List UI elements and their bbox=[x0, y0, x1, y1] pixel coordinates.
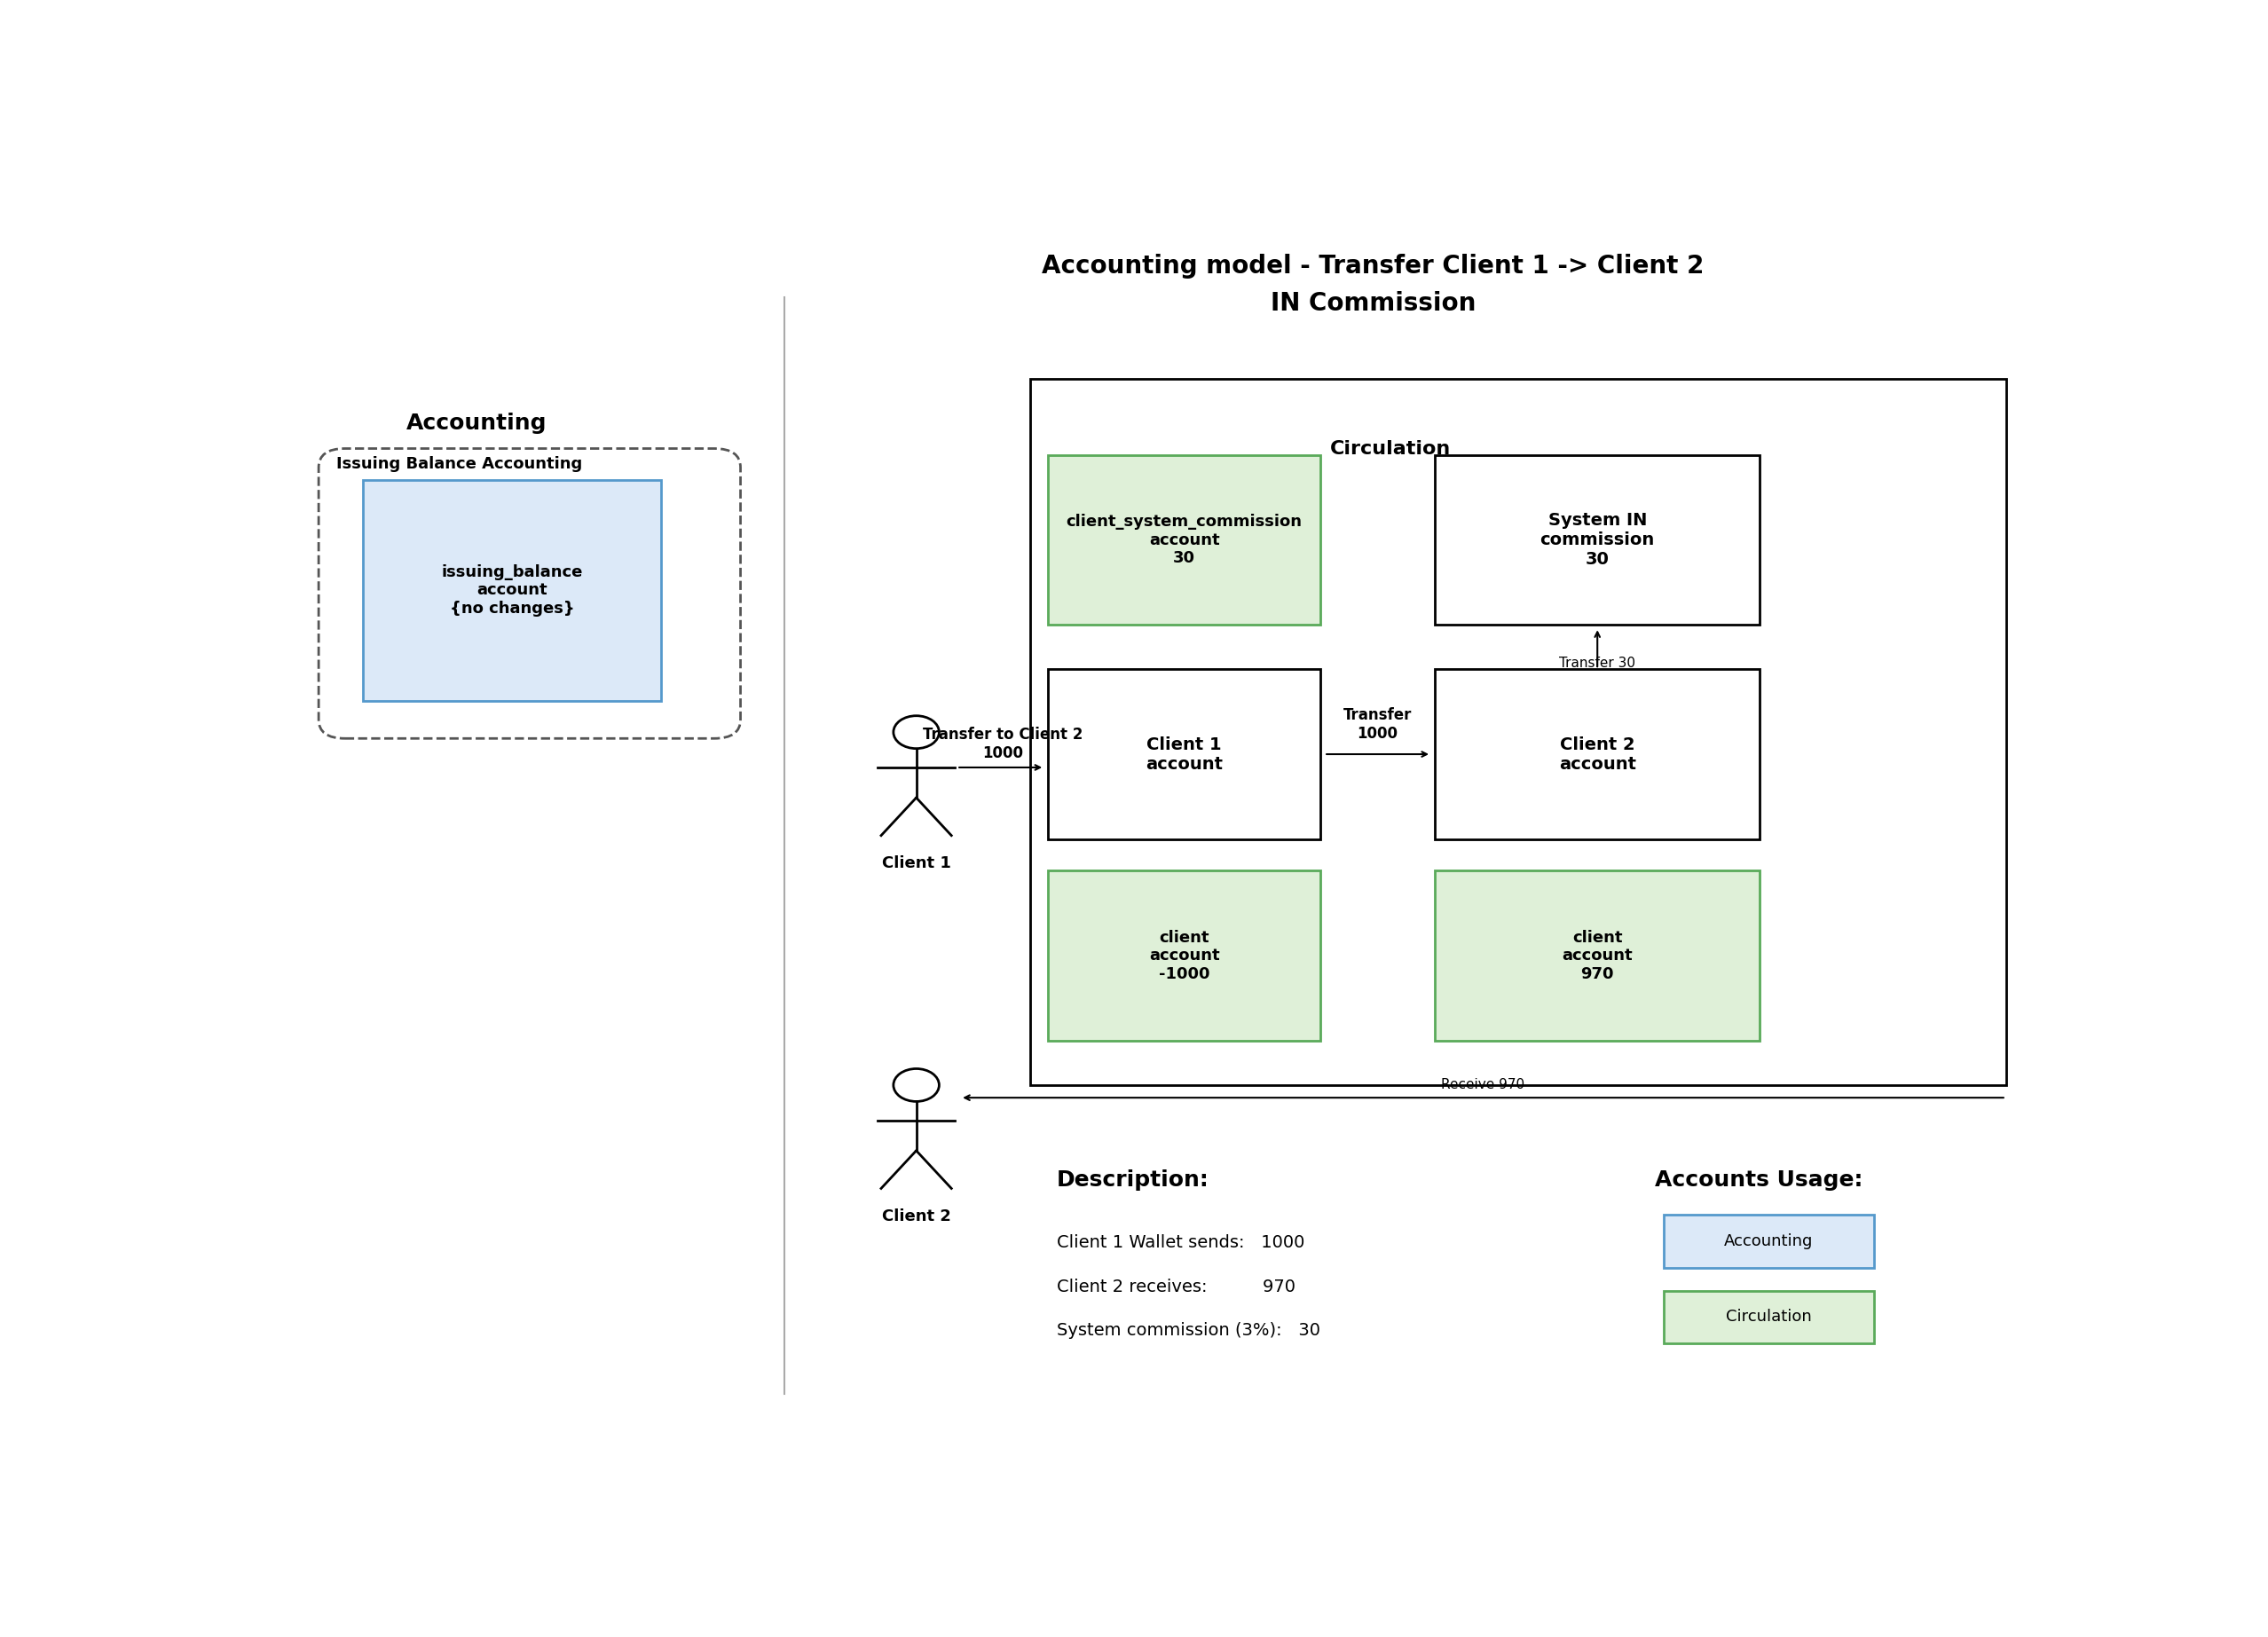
Text: Circulation: Circulation bbox=[1726, 1310, 1812, 1324]
Text: Client 2
account: Client 2 account bbox=[1558, 737, 1635, 773]
Bar bbox=[1048, 670, 1320, 840]
Bar bbox=[1662, 1290, 1873, 1344]
Bar bbox=[1048, 455, 1320, 625]
Text: client_system_commission
account
30: client_system_commission account 30 bbox=[1066, 514, 1302, 566]
Text: client
account
-1000: client account -1000 bbox=[1150, 930, 1220, 982]
Text: issuing_balance
account
{no changes}: issuing_balance account {no changes} bbox=[442, 563, 583, 617]
Bar bbox=[1436, 455, 1760, 625]
Bar bbox=[363, 480, 662, 701]
Text: System IN
commission
30: System IN commission 30 bbox=[1540, 512, 1656, 568]
Text: Accounting model - Transfer Client 1 -> Client 2: Accounting model - Transfer Client 1 -> … bbox=[1041, 254, 1706, 278]
Text: Transfer to Client 2
1000: Transfer to Client 2 1000 bbox=[923, 727, 1082, 761]
Text: Accounting: Accounting bbox=[1724, 1233, 1814, 1249]
Text: IN Commission: IN Commission bbox=[1270, 291, 1476, 316]
Text: System commission (3%):   30: System commission (3%): 30 bbox=[1057, 1323, 1320, 1339]
Bar bbox=[1030, 380, 2007, 1085]
Text: Transfer
1000: Transfer 1000 bbox=[1343, 707, 1413, 742]
Text: Client 1
account: Client 1 account bbox=[1145, 737, 1222, 773]
Text: Client 2: Client 2 bbox=[882, 1208, 950, 1224]
Text: Description:: Description: bbox=[1057, 1169, 1209, 1190]
Bar bbox=[1436, 871, 1760, 1041]
Bar bbox=[1662, 1215, 1873, 1267]
Text: Client 2 receives:          970: Client 2 receives: 970 bbox=[1057, 1278, 1295, 1295]
Text: Client 1: Client 1 bbox=[882, 856, 950, 871]
Text: Circulation: Circulation bbox=[1331, 440, 1452, 457]
Text: Receive 970: Receive 970 bbox=[1442, 1079, 1524, 1092]
Text: client
account
970: client account 970 bbox=[1563, 930, 1633, 982]
Bar bbox=[1048, 871, 1320, 1041]
Text: Client 1 Wallet sends:   1000: Client 1 Wallet sends: 1000 bbox=[1057, 1234, 1304, 1251]
Text: Issuing Balance Accounting: Issuing Balance Accounting bbox=[336, 455, 583, 471]
Bar bbox=[1436, 670, 1760, 840]
Text: Transfer 30: Transfer 30 bbox=[1558, 656, 1635, 670]
Text: Accounting: Accounting bbox=[406, 413, 547, 434]
Text: Accounts Usage:: Accounts Usage: bbox=[1656, 1169, 1862, 1190]
